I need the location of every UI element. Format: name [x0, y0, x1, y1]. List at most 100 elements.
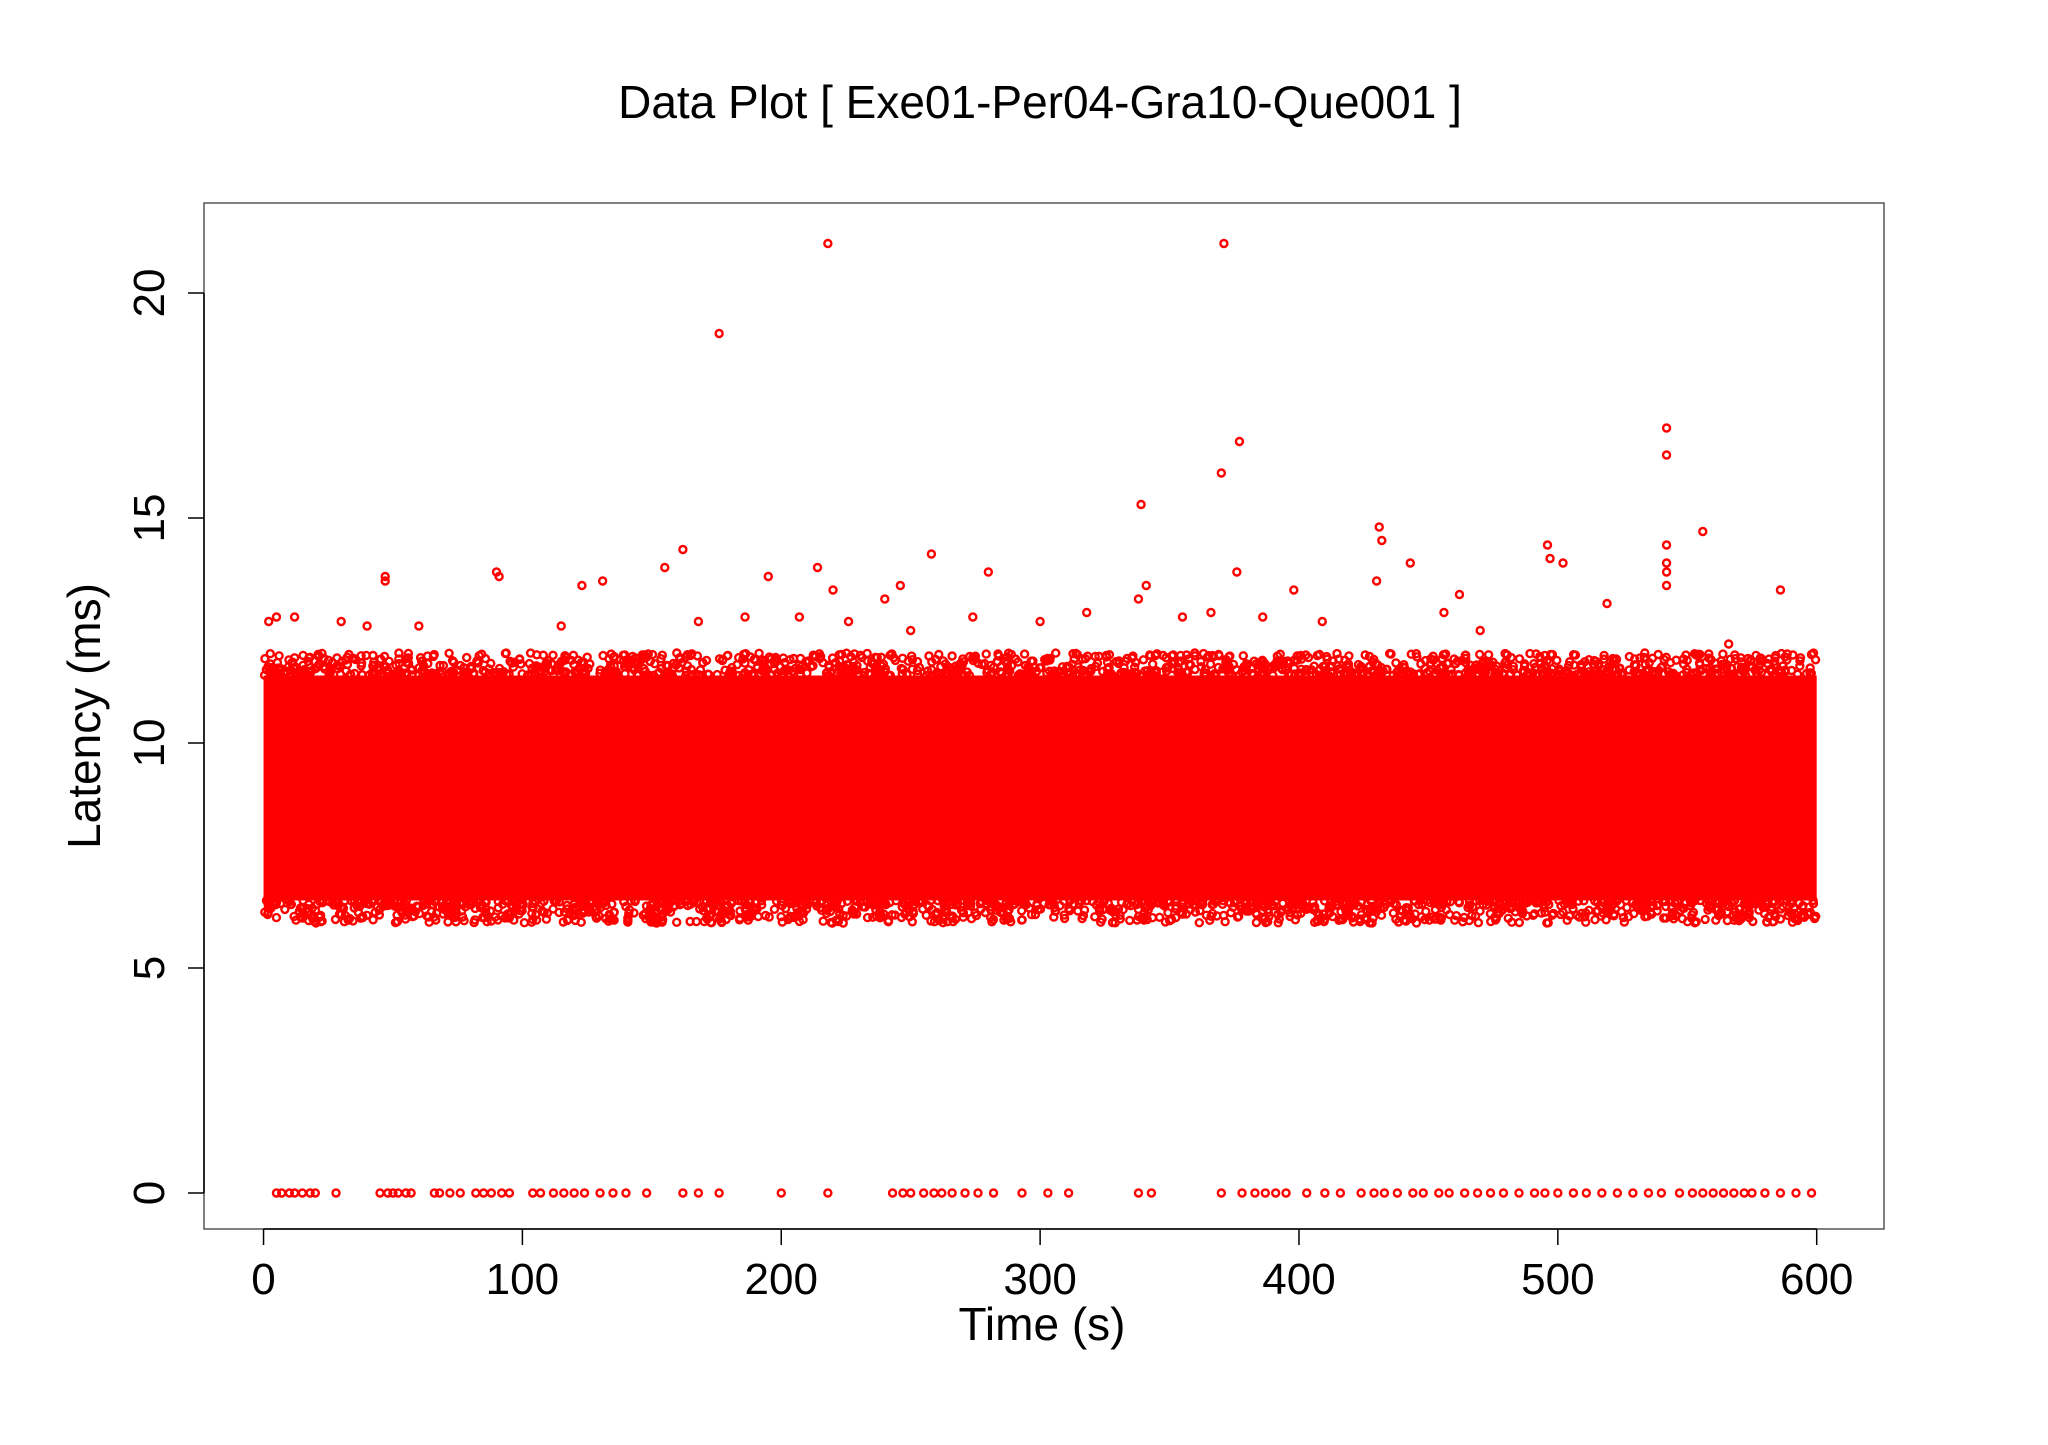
data-point [1471, 670, 1481, 680]
zero-point [1302, 1188, 1312, 1198]
data-point [474, 651, 484, 661]
data-point [450, 912, 460, 923]
data-point [1200, 664, 1211, 675]
data-point [875, 906, 885, 917]
data-point [1205, 659, 1216, 669]
data-point [995, 667, 1005, 677]
data-point [931, 910, 941, 920]
data-point [565, 908, 575, 918]
data-point [1425, 898, 1435, 908]
data-point [785, 655, 795, 665]
data-point [824, 660, 834, 670]
outlier-point [905, 625, 916, 636]
data-point [400, 914, 411, 924]
data-point [1411, 918, 1422, 928]
data-point [706, 917, 716, 928]
outlier-point [1136, 499, 1146, 510]
zero-point [1146, 1188, 1157, 1198]
data-point [1221, 655, 1231, 665]
data-point [319, 661, 329, 672]
data-point [752, 662, 763, 672]
data-point [1087, 896, 1098, 907]
data-point [324, 670, 335, 680]
data-point [1190, 648, 1200, 658]
zero-point [678, 1188, 688, 1198]
outlier-point [1558, 558, 1568, 568]
zero-point [1418, 1188, 1428, 1198]
data-point [507, 895, 517, 906]
outlier-point [1698, 526, 1708, 537]
data-point [907, 917, 917, 927]
outlier-point [678, 544, 688, 555]
data-point [1798, 901, 1808, 911]
outlier-point [843, 616, 854, 627]
y-tick-label: 0 [125, 1181, 174, 1205]
data-point [1213, 649, 1224, 660]
data-point [1032, 900, 1042, 911]
outlier-point [1661, 540, 1672, 550]
data-point [1173, 664, 1184, 674]
data-point [877, 895, 887, 906]
data-point [842, 896, 853, 906]
data-point [965, 901, 976, 911]
zero-point [406, 1188, 416, 1198]
data-point [1062, 667, 1072, 678]
data-point [1494, 897, 1505, 907]
data-point [801, 895, 812, 906]
zero-point [1379, 1188, 1390, 1198]
outlier-point [380, 576, 390, 586]
outlier-point [983, 567, 994, 577]
outlier-point [1234, 436, 1245, 447]
data-point [1552, 655, 1562, 666]
outlier-point [1374, 522, 1384, 532]
data-point [1303, 902, 1313, 913]
zero-point [434, 1188, 445, 1198]
data-point [463, 670, 473, 680]
data-point [1693, 649, 1704, 659]
data-point [1017, 915, 1027, 925]
data-point [656, 896, 666, 906]
data-point [1514, 917, 1525, 928]
zero-point [1485, 1188, 1496, 1198]
data-point [1210, 668, 1220, 679]
zero-point [276, 1188, 287, 1198]
data-point [1545, 649, 1556, 660]
data-point [993, 649, 1003, 659]
data-point [933, 896, 943, 906]
data-point [1568, 904, 1578, 914]
x-axis-label: Time (s) [959, 1298, 1126, 1350]
data-point [1312, 650, 1323, 661]
data-point [1745, 655, 1756, 665]
x-tick-label: 300 [1003, 1255, 1076, 1304]
data-point [1615, 899, 1626, 910]
data-point [1411, 649, 1422, 659]
data-point [1580, 917, 1591, 927]
outlier-point [1317, 616, 1327, 627]
data-point [1704, 653, 1714, 663]
data-point [368, 895, 378, 906]
data-point [1158, 900, 1169, 910]
data-point [1296, 664, 1306, 674]
data-point [1367, 901, 1377, 912]
data-point [995, 907, 1006, 918]
data-point [602, 667, 612, 677]
data-point [451, 917, 461, 927]
data-point [361, 650, 371, 661]
data-point [1808, 648, 1819, 658]
data-point [724, 669, 734, 679]
zero-point [401, 1188, 411, 1198]
data-point [1789, 903, 1799, 913]
points-layer [259, 238, 1821, 1198]
x-axis: 0 100 200 300 400 500 600 [251, 1228, 1853, 1304]
data-point [1713, 664, 1723, 674]
data-point [925, 896, 936, 906]
data-point [1107, 917, 1118, 928]
data-point [957, 905, 967, 916]
zero-point [1540, 1188, 1550, 1198]
zero-point [595, 1188, 605, 1198]
data-point [764, 912, 774, 922]
data-point [1138, 655, 1149, 665]
outlier-point [740, 612, 750, 622]
data-point [1584, 905, 1594, 915]
data-point [1776, 667, 1787, 677]
